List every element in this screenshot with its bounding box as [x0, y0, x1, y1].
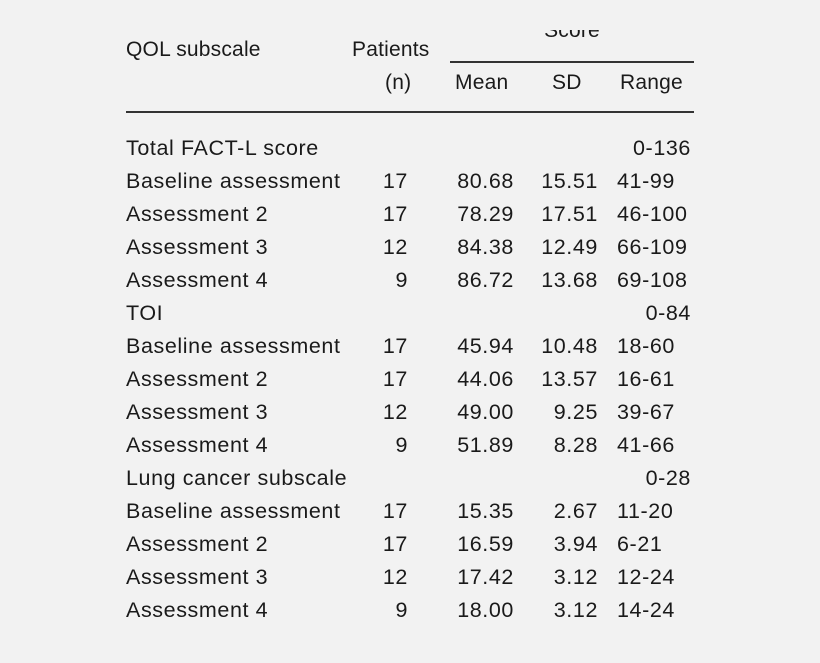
row-patients: 12 — [382, 565, 408, 589]
row-sd: 13.57 — [541, 367, 598, 391]
row-patients: 17 — [382, 367, 408, 391]
header-sd: SD — [552, 71, 582, 94]
row-patients: 12 — [382, 400, 408, 424]
row-range: 12-24 — [617, 565, 675, 589]
header-qol-subscale: QOL subscale — [126, 38, 261, 61]
row-patients: 9 — [395, 433, 408, 457]
row-mean: 84.38 — [457, 235, 514, 259]
row-range: 6-21 — [617, 532, 663, 556]
row-patients: 17 — [382, 499, 408, 523]
section-range: 0-136 — [633, 136, 691, 160]
row-patients: 9 — [395, 268, 408, 292]
row-range: 16-61 — [617, 367, 675, 391]
row-label: Baseline assessment — [126, 334, 341, 358]
row-sd: 9.25 — [553, 400, 598, 424]
row-label: Assessment 2 — [126, 532, 269, 556]
header-score: Score — [450, 30, 694, 42]
row-range: 18-60 — [617, 334, 675, 358]
row-mean: 78.29 — [457, 202, 514, 226]
section-title: TOI — [126, 301, 164, 325]
row-label: Assessment 2 — [126, 202, 269, 226]
row-patients: 17 — [382, 202, 408, 226]
section-title: Total FACT-L score — [126, 136, 319, 160]
row-patients: 9 — [395, 598, 408, 622]
row-sd: 3.12 — [553, 565, 598, 589]
row-label: Assessment 2 — [126, 367, 269, 391]
row-label: Assessment 3 — [126, 565, 269, 589]
score-header-rule — [450, 61, 694, 63]
row-label: Baseline assessment — [126, 499, 341, 523]
header-patients: Patients — [352, 38, 430, 61]
section-title: Lung cancer subscale — [126, 466, 348, 490]
row-sd: 12.49 — [541, 235, 598, 259]
row-range: 41-66 — [617, 433, 675, 457]
row-label: Assessment 3 — [126, 400, 269, 424]
row-range: 69-108 — [617, 268, 688, 292]
row-range: 41-99 — [617, 169, 675, 193]
row-label: Baseline assessment — [126, 169, 341, 193]
row-mean: 16.59 — [457, 532, 514, 556]
row-mean: 15.35 — [457, 499, 514, 523]
row-mean: 45.94 — [457, 334, 514, 358]
row-mean: 17.42 — [457, 565, 514, 589]
section-range: 0-28 — [645, 466, 691, 490]
row-mean: 44.06 — [457, 367, 514, 391]
row-label: Assessment 4 — [126, 598, 269, 622]
row-label: Assessment 3 — [126, 235, 269, 259]
row-label: Assessment 4 — [126, 433, 269, 457]
row-mean: 18.00 — [457, 598, 514, 622]
row-range: 46-100 — [617, 202, 688, 226]
row-range: 66-109 — [617, 235, 688, 259]
row-sd: 17.51 — [541, 202, 598, 226]
header-score-label: Score — [544, 30, 600, 42]
row-patients: 17 — [382, 334, 408, 358]
row-sd: 2.67 — [553, 499, 598, 523]
row-mean: 51.89 — [457, 433, 514, 457]
row-range: 11-20 — [617, 499, 674, 523]
header-range: Range — [620, 71, 683, 94]
row-range: 39-67 — [617, 400, 675, 424]
header-patients-unit: (n) — [385, 71, 412, 94]
section-range: 0-84 — [645, 301, 691, 325]
row-sd: 13.68 — [541, 268, 598, 292]
row-patients: 17 — [382, 169, 408, 193]
row-mean: 86.72 — [457, 268, 514, 292]
row-sd: 3.12 — [553, 598, 598, 622]
row-sd: 8.28 — [553, 433, 598, 457]
row-mean: 80.68 — [457, 169, 514, 193]
row-sd: 15.51 — [541, 169, 598, 193]
header-bottom-rule — [126, 111, 694, 113]
row-patients: 17 — [382, 532, 408, 556]
header-mean: Mean — [455, 71, 509, 94]
row-label: Assessment 4 — [126, 268, 269, 292]
row-sd: 3.94 — [553, 532, 598, 556]
row-patients: 12 — [382, 235, 408, 259]
row-mean: 49.00 — [457, 400, 514, 424]
row-sd: 10.48 — [541, 334, 598, 358]
row-range: 14-24 — [617, 598, 675, 622]
